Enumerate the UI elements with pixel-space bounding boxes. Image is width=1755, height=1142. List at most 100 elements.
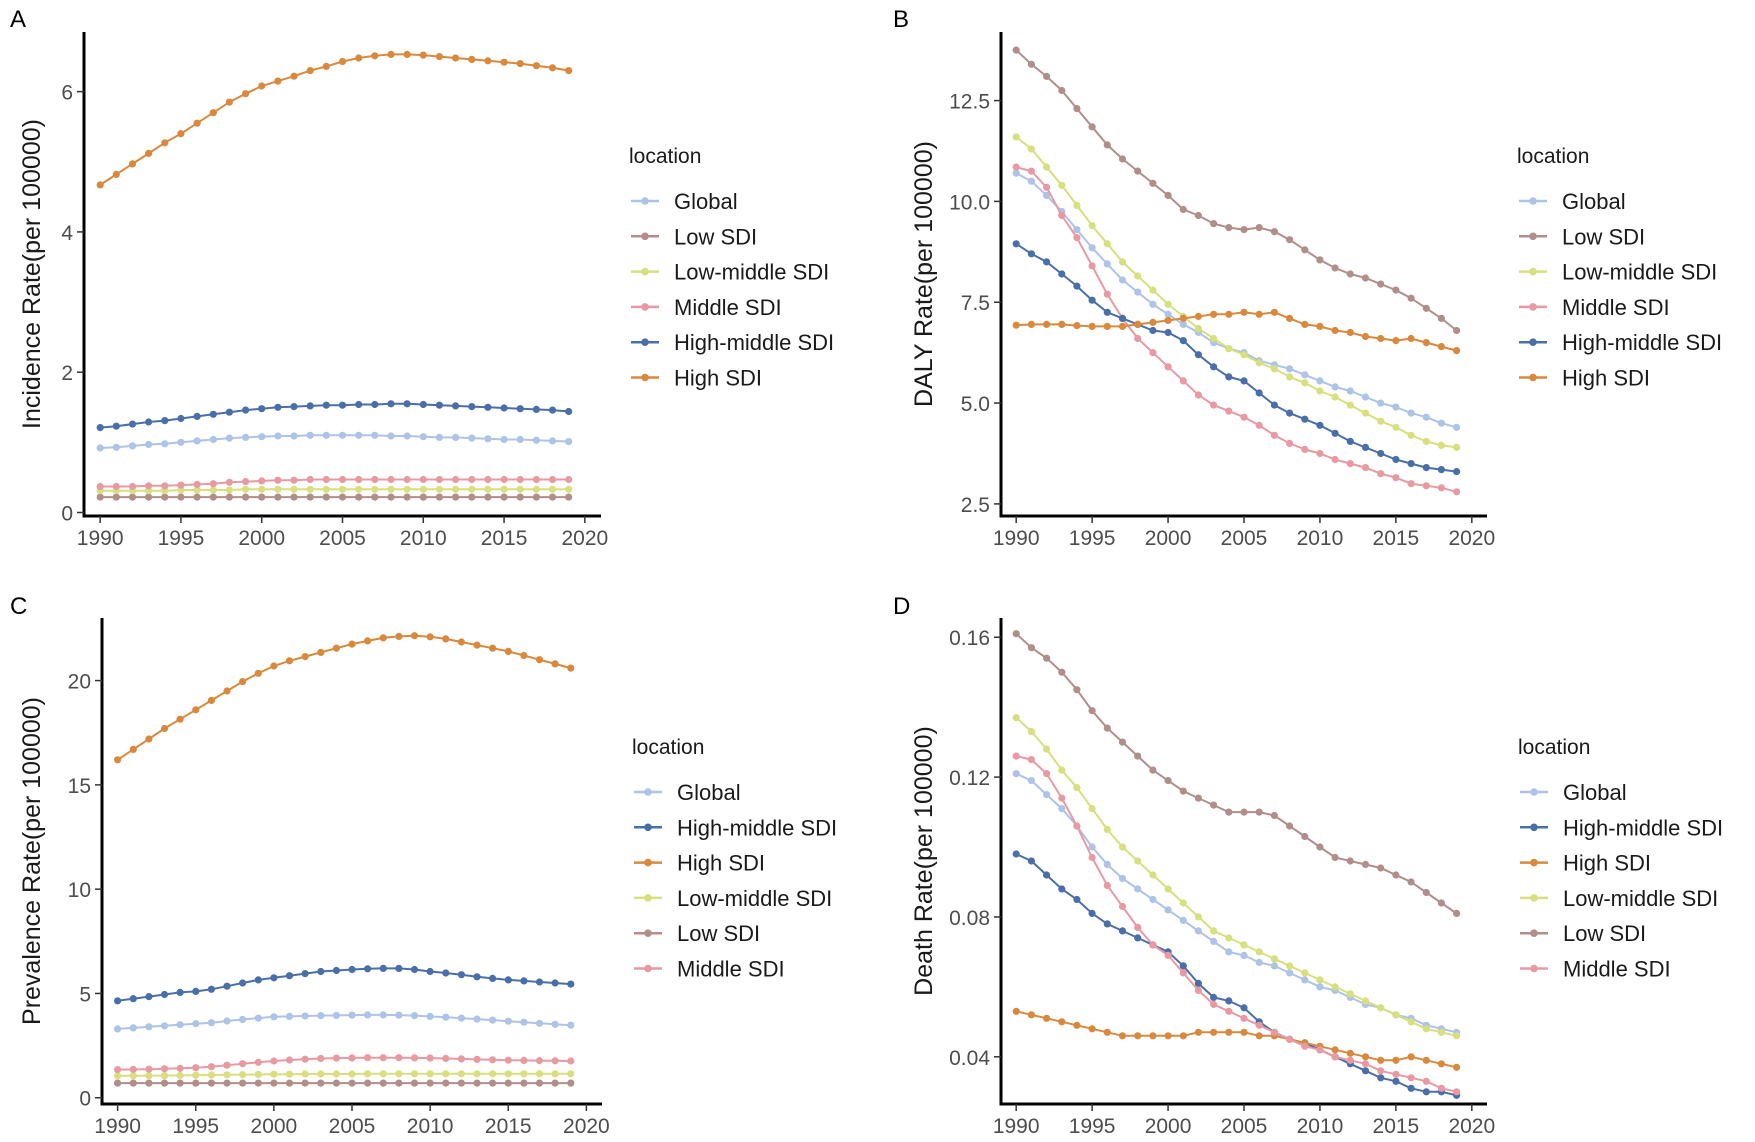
data-point — [1286, 373, 1294, 381]
series-line — [100, 402, 569, 429]
data-point — [1179, 969, 1187, 977]
data-point — [1392, 1070, 1400, 1078]
data-point — [1118, 843, 1127, 851]
data-point — [395, 1070, 403, 1078]
data-point — [1179, 377, 1187, 385]
data-point — [1225, 310, 1233, 318]
data-point — [145, 440, 153, 449]
legend-label: Global — [1562, 189, 1626, 214]
data-point — [452, 485, 460, 493]
data-point — [516, 435, 524, 444]
data-point — [1392, 403, 1400, 411]
data-point — [1103, 920, 1111, 928]
data-point — [520, 977, 528, 985]
data-point — [532, 485, 541, 493]
data-point — [322, 431, 330, 439]
data-point — [338, 485, 347, 493]
data-point — [1118, 902, 1127, 911]
data-point — [1073, 226, 1081, 234]
data-point — [332, 644, 340, 652]
data-point — [193, 480, 201, 488]
panel-d: D 0.04 0.08 0.12 0.16 1990 1995 2000 2005 2010 201… — [893, 593, 1723, 1138]
data-point — [193, 493, 201, 501]
data-point — [567, 1070, 575, 1078]
data-point — [1240, 951, 1248, 960]
data-point — [1301, 415, 1309, 423]
data-point — [301, 653, 309, 661]
y-tick-label: 2 — [61, 362, 73, 385]
data-point — [1058, 211, 1066, 220]
data-point — [192, 1064, 200, 1072]
data-point — [223, 687, 231, 695]
legend-item: Middle SDI — [1519, 295, 1670, 320]
data-point — [1225, 1028, 1233, 1036]
data-point — [1331, 383, 1339, 391]
data-point — [1240, 413, 1248, 421]
data-point — [435, 401, 443, 409]
data-point — [1286, 236, 1294, 244]
data-point — [1012, 714, 1020, 722]
data-point — [225, 434, 233, 442]
data-point — [1058, 181, 1066, 189]
data-point — [457, 971, 465, 979]
data-point — [192, 1079, 200, 1087]
data-point — [1392, 423, 1400, 431]
data-point — [548, 493, 557, 501]
data-point — [1240, 351, 1248, 359]
data-point — [209, 410, 217, 418]
data-point — [548, 406, 557, 414]
data-point — [484, 475, 492, 484]
data-point — [1088, 322, 1096, 330]
data-point — [1316, 256, 1324, 264]
x-tick-label: 2010 — [1297, 527, 1344, 550]
data-point — [565, 475, 573, 484]
data-point — [1103, 860, 1111, 869]
data-point — [1437, 314, 1445, 322]
data-point — [145, 1072, 153, 1080]
data-point — [1043, 745, 1051, 753]
data-point — [548, 485, 557, 493]
data-point — [504, 647, 512, 656]
data-point — [242, 406, 250, 414]
y-tick-label: 0.04 — [949, 1047, 990, 1070]
y-tick-label: 10 — [68, 879, 91, 902]
legend-key-point — [641, 197, 649, 205]
data-point — [1453, 1032, 1461, 1040]
legend-item: Middle SDI — [631, 295, 782, 320]
data-point — [1422, 1056, 1430, 1064]
data-point — [1194, 312, 1202, 320]
data-point — [1164, 777, 1172, 785]
data-point — [160, 1072, 169, 1080]
data-point — [364, 1011, 372, 1019]
series-line — [117, 967, 571, 1002]
data-point — [1225, 934, 1233, 942]
series-high-sdi — [96, 50, 573, 189]
data-point — [129, 1079, 137, 1087]
legend-label: Low-middle SDI — [1563, 886, 1718, 911]
data-point — [223, 1061, 231, 1069]
y-tick-label: 0.08 — [949, 907, 990, 930]
data-point — [1073, 282, 1081, 290]
x-tick-label: 2015 — [1373, 527, 1420, 550]
data-point — [468, 485, 476, 493]
data-point — [452, 54, 460, 62]
data-point — [371, 485, 379, 493]
x-tick-label: 2015 — [485, 1115, 532, 1138]
data-point — [1225, 407, 1233, 415]
x-tick-label: 2000 — [1145, 1115, 1192, 1138]
data-point — [1164, 191, 1172, 199]
data-point — [473, 973, 481, 981]
data-point — [473, 1079, 481, 1087]
data-point — [322, 475, 330, 484]
data-point — [468, 434, 476, 442]
data-point — [192, 1020, 200, 1028]
legend-title: location — [1517, 145, 1589, 168]
data-point — [225, 98, 233, 106]
data-point — [1179, 314, 1187, 322]
data-point — [192, 706, 200, 714]
data-point — [1194, 913, 1202, 921]
data-point — [1286, 822, 1294, 830]
legend-label: Middle SDI — [677, 957, 785, 982]
data-point — [1027, 1011, 1035, 1019]
legend-item: Global — [634, 780, 741, 805]
